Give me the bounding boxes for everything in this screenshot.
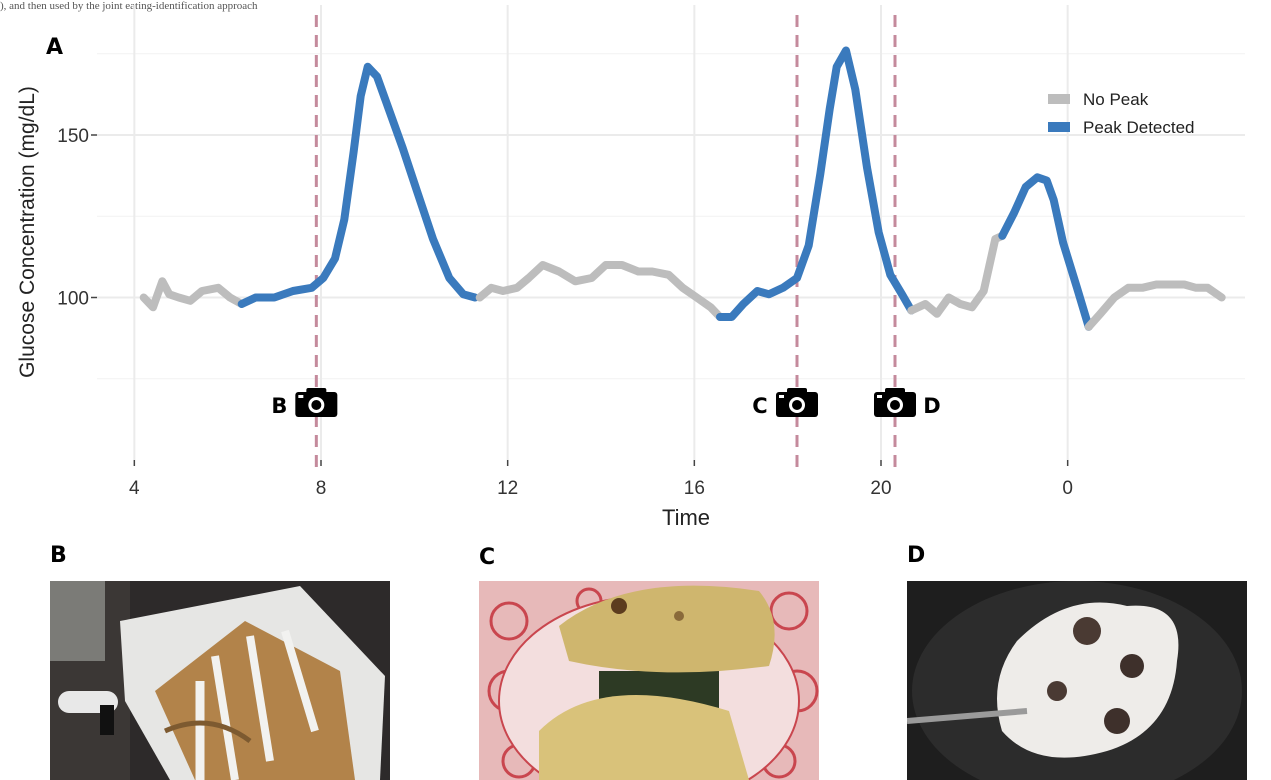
series-line-peak (998, 173, 1093, 331)
chart-axes: 4 8 12 16 20 0 100 150 (57, 126, 1073, 499)
x-tick-label: 4 (129, 478, 140, 499)
x-tick-label: 0 (1062, 478, 1073, 499)
camera-top (306, 388, 327, 394)
x-tick-label: 16 (684, 478, 705, 499)
legend-label: No Peak (1083, 90, 1149, 109)
series-line-no-peak (475, 261, 724, 321)
meal-photo-d (907, 581, 1247, 780)
annotation-label: B (271, 394, 287, 418)
camera-lens (792, 400, 802, 410)
camera-lens (311, 400, 322, 410)
series-line-no-peak (907, 231, 1007, 318)
header-fragment: ), and then used by the joint eating-ide… (0, 0, 258, 12)
chart-grid (97, 5, 1245, 460)
legend-label: Peak Detected (1083, 118, 1195, 137)
y-tick-label: 150 (57, 126, 89, 147)
camera-flash (779, 395, 784, 398)
camera-icon (776, 388, 818, 417)
camera-top (787, 388, 807, 394)
series-line-no-peak (1084, 280, 1226, 331)
meal-photo-b (50, 581, 390, 780)
annotation-label: D (923, 394, 940, 418)
panel-label-a: A (46, 35, 63, 60)
x-tick-label: 20 (870, 478, 891, 499)
y-axis-title: Glucose Concentration (mg/dL) (16, 86, 39, 378)
annotation-label: C (752, 394, 767, 418)
glucose-chart: 4 8 12 16 20 0 100 150 B C D No Peak Peak Detected… (16, 5, 1245, 530)
panel-label-b: B (50, 543, 67, 568)
x-axis-title: Time (662, 505, 710, 530)
series-line-peak (237, 62, 479, 308)
y-tick-label: 100 (57, 289, 89, 310)
series-line-no-peak (139, 277, 246, 312)
x-tick-label: 12 (497, 478, 518, 499)
camera-flash (877, 395, 882, 398)
chart-series (139, 46, 1226, 331)
panel-label-c: C (479, 545, 496, 570)
series-line-peak (716, 46, 916, 321)
meal-annotations: B C D (271, 388, 941, 418)
meal-photo-c (479, 581, 819, 780)
camera-icon (874, 388, 916, 417)
x-tick-label: 8 (316, 478, 327, 499)
camera-icon (295, 388, 338, 417)
camera-lens (890, 400, 900, 410)
camera-flash (298, 395, 304, 398)
camera-top (885, 388, 905, 394)
chart-legend: No Peak Peak Detected (1048, 90, 1195, 137)
panel-label-d: D (907, 543, 926, 568)
